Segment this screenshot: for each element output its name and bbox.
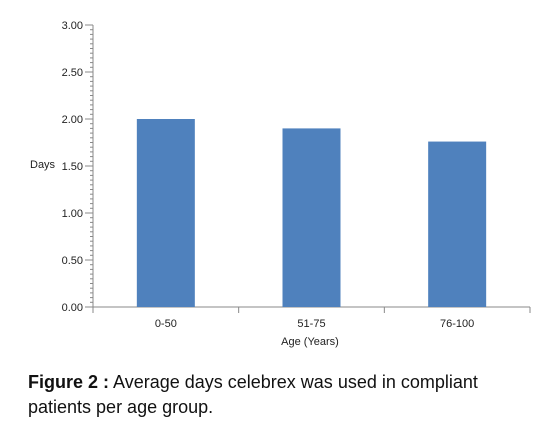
x-tick-label: 76-100 — [440, 318, 474, 330]
bar-0-50 — [136, 119, 195, 307]
caption-text: Average days celebrex was used in compli… — [28, 372, 478, 417]
y-tick-label: 1.00 — [62, 208, 83, 220]
x-tick-label: 51-75 — [297, 318, 325, 330]
bar-51-75 — [282, 128, 341, 307]
figure-number: Figure 2 : — [28, 372, 110, 392]
y-tick-label: 1.50 — [62, 161, 83, 173]
bars — [136, 119, 487, 307]
y-tick-label: 0.00 — [62, 302, 83, 314]
figure-caption: Figure 2 : Average days celebrex was use… — [28, 370, 538, 420]
y-tick-label: 3.00 — [62, 20, 83, 32]
bar-chart: 0.00 0.50 1.00 1.50 2.00 2.50 3.00 0-50 51-75 76… — [30, 20, 531, 348]
y-axis: 0.00 0.50 1.00 1.50 2.00 2.50 3.00 — [62, 20, 94, 314]
x-axis: 0-50 51-75 76-100 — [92, 306, 531, 330]
y-tick-label: 0.50 — [62, 255, 83, 267]
x-axis-label: Age (Years) — [281, 336, 339, 348]
x-tick-label: 0-50 — [155, 318, 177, 330]
y-tick-label: 2.00 — [62, 114, 83, 126]
y-tick-label: 2.50 — [62, 67, 83, 79]
bar-76-100 — [428, 141, 487, 307]
y-axis-label: Days — [30, 159, 56, 171]
